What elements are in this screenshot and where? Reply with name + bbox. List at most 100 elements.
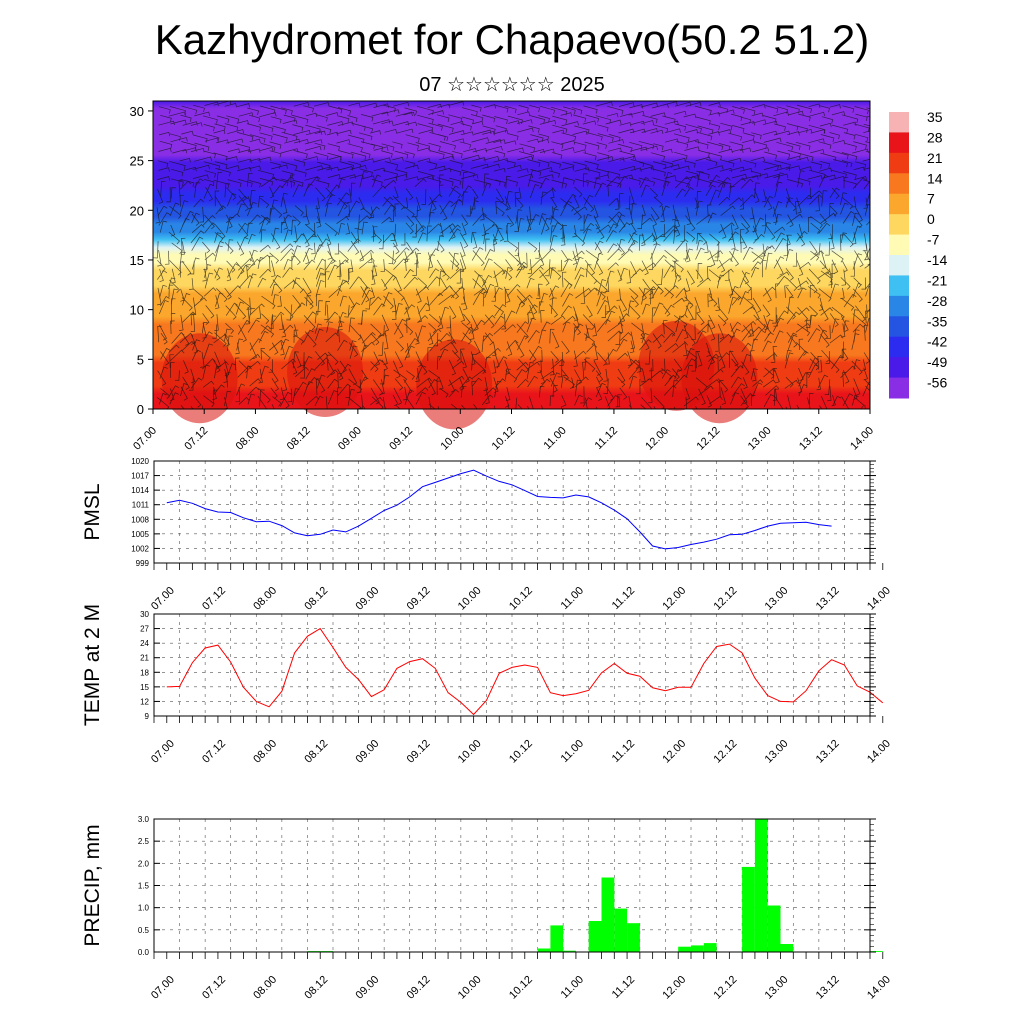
wind-barb — [417, 157, 431, 163]
wind-barb — [178, 179, 183, 197]
wind-barb — [753, 217, 764, 233]
wind-barb — [236, 120, 249, 125]
wind-barb — [415, 332, 420, 345]
wind-barb — [842, 171, 857, 179]
wind-barb — [683, 324, 689, 339]
wind-barb — [687, 270, 695, 285]
wind-barb — [448, 130, 465, 135]
y-tick-label: 9 — [145, 712, 150, 721]
wind-barb — [674, 314, 688, 323]
wind-barb — [628, 110, 645, 116]
wind-barb — [379, 368, 385, 385]
wind-barb — [583, 358, 596, 372]
wind-barb — [709, 250, 716, 267]
wind-barb — [358, 197, 365, 211]
wind-barb — [527, 259, 533, 274]
wind-barb — [841, 197, 853, 210]
wind-barb — [707, 350, 715, 365]
wind-barb — [182, 376, 190, 390]
wind-barb — [191, 349, 201, 361]
wind-barb — [405, 188, 414, 201]
wind-barb — [504, 324, 516, 333]
wind-barb — [730, 376, 742, 389]
wind-barb — [597, 133, 614, 142]
wind-barb — [280, 178, 296, 187]
wind-barb — [597, 156, 614, 161]
wind-barb — [527, 375, 538, 388]
wind-barb — [840, 297, 855, 311]
wind-barb — [685, 170, 699, 179]
wind-barb — [249, 190, 256, 207]
wind-barb — [684, 146, 700, 151]
wind-barb — [774, 238, 787, 252]
wind-barb — [428, 223, 442, 234]
wind-barb — [214, 232, 222, 243]
wind-barb — [810, 149, 825, 154]
wind-barb — [359, 257, 375, 269]
colorbar-label: 0 — [927, 211, 935, 227]
wind-barb — [552, 331, 560, 349]
wind-barb — [247, 233, 256, 244]
wind-barb — [304, 145, 322, 151]
wind-barb — [694, 141, 709, 149]
wind-barb — [372, 379, 384, 396]
wind-barb — [806, 372, 811, 389]
wind-barb — [462, 107, 478, 116]
wind-barb — [227, 129, 245, 135]
wind-barb — [213, 269, 221, 281]
wind-barb — [605, 230, 617, 242]
wind-barb — [180, 178, 195, 187]
wind-barb — [751, 338, 758, 352]
wind-barb — [438, 285, 453, 297]
wind-barb — [350, 231, 358, 245]
x-tick-label: 13.12 — [797, 425, 825, 453]
wind-barb — [708, 287, 713, 302]
wind-barb — [492, 341, 497, 357]
wind-barb — [392, 156, 404, 162]
wind-barb — [696, 313, 705, 326]
wind-barb — [372, 332, 387, 343]
wind-barb — [382, 396, 386, 409]
wind-barb — [583, 105, 598, 114]
wind-barb — [650, 152, 666, 161]
x-tick-label: 09.00 — [336, 425, 364, 453]
wind-barb — [483, 223, 499, 233]
wind-barb — [159, 324, 167, 341]
wind-barb — [224, 102, 237, 108]
wind-barb — [798, 128, 813, 134]
wind-barb — [348, 368, 358, 386]
wind-barb — [787, 234, 792, 252]
wind-barb — [593, 360, 602, 376]
wind-barb — [260, 325, 271, 335]
wind-barb — [661, 369, 671, 379]
wind-barb — [561, 340, 570, 354]
wind-barb — [618, 102, 635, 107]
wind-barb — [311, 222, 316, 238]
x-tick-label: 10.00 — [456, 974, 484, 1002]
wind-barb — [762, 189, 767, 203]
wind-barb — [650, 289, 655, 305]
wind-barb — [214, 195, 224, 212]
wind-barb — [291, 245, 302, 262]
wind-barb — [494, 167, 506, 173]
wind-barb — [169, 392, 179, 405]
wind-barb — [428, 254, 436, 271]
wind-barb — [473, 129, 492, 135]
wind-barb — [629, 340, 635, 354]
wind-barb — [169, 160, 186, 170]
wind-barb — [384, 128, 398, 134]
wind-barb — [272, 294, 279, 305]
x-tick-label: 11.00 — [559, 585, 586, 612]
wind-barb — [504, 310, 516, 326]
wind-barb — [798, 372, 810, 387]
wind-barb — [225, 156, 238, 161]
wind-barb — [774, 166, 791, 172]
wind-barb — [675, 215, 681, 228]
wind-barb — [505, 368, 511, 380]
wind-barb — [798, 367, 804, 382]
wind-barb — [706, 159, 718, 167]
wind-barb — [439, 174, 444, 188]
wind-barb — [739, 197, 745, 210]
wind-barb — [238, 149, 252, 154]
wind-barb — [381, 120, 394, 125]
